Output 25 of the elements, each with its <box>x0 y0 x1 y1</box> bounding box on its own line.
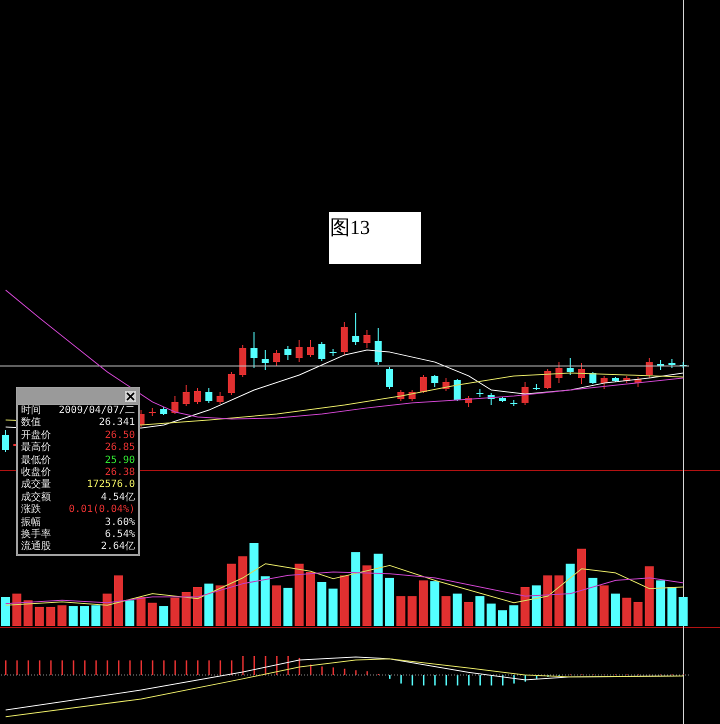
text: 26.50 <box>104 430 135 441</box>
text: 26.38 <box>104 467 135 478</box>
category-label: 最高价 <box>21 442 51 455</box>
category-label: 数值 <box>21 417 41 430</box>
text: 4.54亿 <box>100 492 135 503</box>
caption: 图13 <box>329 212 421 264</box>
text: 26.85 <box>104 442 135 454</box>
category-label: 收盘价 <box>21 467 51 478</box>
text: 2009/04/07/二 <box>58 405 135 416</box>
text: 26.341 <box>98 417 135 428</box>
category-label: 流通股 <box>21 541 51 554</box>
category-label: 换手率 <box>21 529 51 540</box>
category-label: 开盘价 <box>21 430 51 442</box>
text: 172576.0 <box>86 479 135 490</box>
text: 0.01(0.04%) <box>68 504 135 516</box>
category-label: 振幅 <box>21 516 41 528</box>
text: 3.60% <box>104 516 135 528</box>
category-label: 涨跌 <box>21 504 41 517</box>
category-label: 时间 <box>21 405 41 417</box>
text: 6.54% <box>104 529 135 540</box>
category-label: 最低价 <box>21 454 51 467</box>
category-label: 成交量 <box>21 479 51 492</box>
text: 25.90 <box>104 454 135 466</box>
text: 2.64亿 <box>100 541 135 552</box>
category-label: 成交额 <box>21 492 51 504</box>
